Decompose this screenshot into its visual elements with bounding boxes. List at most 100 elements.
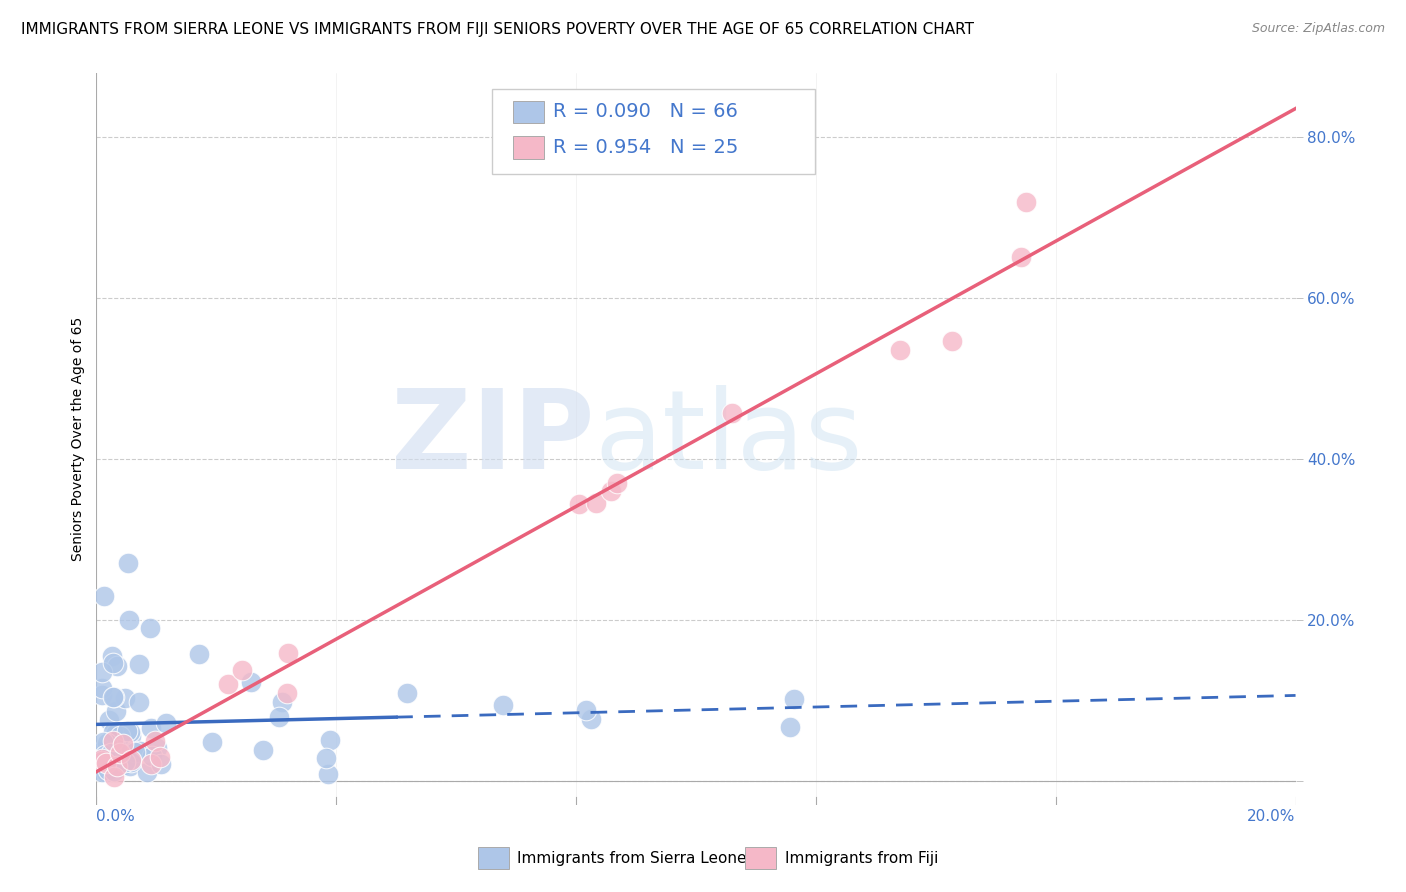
Point (146, 741, 169, 756)
Text: ZIP: ZIP (391, 385, 593, 492)
Point (316, 767, 339, 781)
Point (103, 690, 125, 705)
Point (91, 688, 114, 702)
Point (96, 736, 118, 750)
Point (91, 743, 114, 757)
Point (94, 747, 117, 762)
Point (120, 729, 142, 743)
Point (120, 725, 142, 739)
Point (600, 483, 623, 498)
Point (98, 759, 121, 773)
Text: R = 0.090   N = 66: R = 0.090 N = 66 (553, 102, 737, 121)
Point (139, 757, 162, 772)
Point (124, 745, 146, 759)
Point (139, 621, 162, 635)
Point (269, 710, 291, 724)
Point (579, 712, 602, 726)
Point (492, 698, 515, 712)
Point (585, 496, 607, 510)
Y-axis label: Seniors Poverty Over the Age of 65: Seniors Poverty Over the Age of 65 (72, 317, 86, 561)
Text: IMMIGRANTS FROM SIERRA LEONE VS IMMIGRANTS FROM FIJI SENIORS POVERTY OVER THE AG: IMMIGRANTS FROM SIERRA LEONE VS IMMIGRAN… (21, 22, 974, 37)
Point (783, 691, 806, 706)
Point (201, 734, 224, 748)
Text: Immigrants from Sierra Leone: Immigrants from Sierra Leone (517, 851, 747, 865)
Point (108, 746, 131, 760)
Point (277, 647, 299, 661)
Point (98, 713, 121, 727)
Point (276, 686, 298, 700)
Point (110, 759, 132, 773)
Point (104, 704, 127, 718)
Point (118, 613, 141, 627)
Point (91, 764, 114, 779)
Text: Immigrants from Fiji: Immigrants from Fiji (785, 851, 938, 865)
Point (108, 730, 131, 744)
Point (111, 758, 134, 772)
Point (110, 730, 132, 744)
Point (101, 648, 124, 663)
Text: Source: ZipAtlas.com: Source: ZipAtlas.com (1251, 22, 1385, 36)
Point (96, 756, 118, 771)
Point (101, 690, 124, 704)
Point (104, 726, 127, 740)
Point (1010, 250, 1032, 264)
Point (105, 659, 128, 673)
Point (135, 764, 157, 779)
Point (231, 663, 253, 677)
Point (1015, 194, 1038, 209)
Point (114, 690, 136, 705)
Point (779, 720, 801, 734)
Point (568, 497, 591, 511)
Point (103, 725, 125, 739)
Point (91, 735, 114, 749)
Point (149, 750, 172, 764)
Point (217, 677, 239, 691)
Point (112, 737, 135, 751)
Point (96, 751, 118, 765)
Point (112, 755, 135, 769)
Point (239, 674, 262, 689)
Point (889, 343, 911, 357)
Point (606, 476, 628, 491)
Point (143, 733, 166, 747)
Point (315, 751, 337, 765)
Point (128, 695, 150, 709)
Point (252, 743, 274, 757)
Point (91, 754, 114, 768)
Point (720, 406, 742, 420)
Point (91, 752, 114, 766)
Point (103, 764, 125, 778)
Point (93, 589, 115, 603)
Point (100, 746, 122, 760)
Point (128, 657, 150, 671)
Point (941, 334, 963, 349)
Point (103, 770, 125, 784)
Point (141, 749, 163, 764)
Point (395, 686, 418, 700)
Point (149, 756, 172, 771)
Point (575, 703, 598, 717)
Text: atlas: atlas (593, 385, 862, 492)
Point (105, 759, 128, 773)
Point (91, 681, 114, 696)
Point (118, 759, 141, 773)
Point (94, 765, 117, 780)
Point (120, 756, 142, 770)
Point (105, 742, 128, 756)
Point (97, 763, 120, 777)
Point (270, 694, 292, 708)
Point (110, 732, 132, 747)
Point (101, 734, 124, 748)
Point (120, 753, 142, 767)
Point (187, 647, 209, 661)
Point (101, 656, 124, 670)
Text: 20.0%: 20.0% (1247, 809, 1295, 823)
Point (128, 744, 150, 758)
Point (114, 755, 136, 769)
Point (91, 665, 114, 680)
Point (115, 724, 138, 739)
Text: 0.0%: 0.0% (97, 809, 135, 823)
Point (139, 721, 162, 735)
Text: R = 0.954   N = 25: R = 0.954 N = 25 (553, 137, 738, 157)
Point (155, 716, 177, 731)
